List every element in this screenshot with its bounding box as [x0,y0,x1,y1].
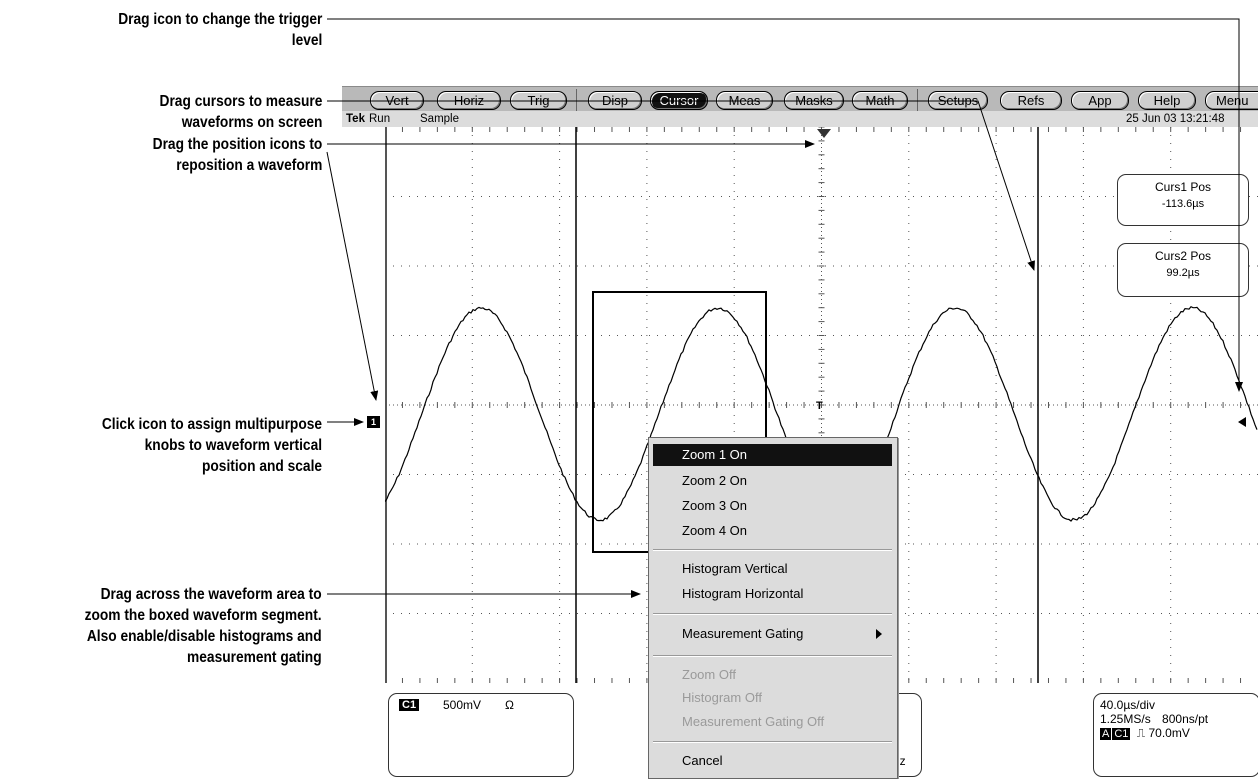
callout-zoom-area: Drag across the waveform area to zoom th… [85,584,322,668]
menu-item-measurement-gating-off: Measurement Gating Off [682,714,825,729]
menu-item-histogram-vertical[interactable]: Histogram Vertical [682,561,788,576]
acquisition-mode: Sample [420,113,459,125]
menu-item-zoom-off: Zoom Off [682,667,736,682]
callout-trigger-level: Drag icon to change the trigger level [118,9,322,51]
menu-item-cancel[interactable]: Cancel [682,753,723,768]
measurement-gating-label: Measurement Gating [682,626,804,641]
callout-text: Drag cursors to measure [159,93,322,110]
callout-text: Drag across the waveform area to [100,586,322,603]
position-icon-arrow-vertical [326,151,379,401]
callout-text: measurement gating [187,649,322,666]
callout-text: Click icon to assign multipurpose [101,416,322,433]
trigger-level-arrow [327,18,1243,392]
cursor2-value: 99.2µs [1166,267,1200,279]
date-time: 25 Jun 03 13:21:48 [1126,113,1225,125]
horizontal-scale: 40.0µs/div [1100,698,1155,712]
trigger-level-icon[interactable] [1238,417,1246,427]
menu-help-button[interactable]: Help [1138,91,1196,110]
menu-separator [653,613,892,615]
cursor2-readout[interactable]: Curs2 Pos 99.2µs [1117,243,1249,297]
acquisition-state: Run [369,113,391,125]
channel1-scale: 500mV [443,698,482,712]
channel1-coupling: Ω [505,698,514,712]
brand-label: Tek [346,113,365,125]
trigger-level-value: 70.0mV [1148,726,1190,740]
menu-separator [653,741,892,743]
callout-text: knobs to waveform vertical [144,437,322,454]
channel1-position-icon[interactable]: 1 [367,416,380,428]
partial-readout-text: lz [897,754,906,768]
cursor1-readout[interactable]: Curs1 Pos -113.6µs [1117,174,1249,226]
menu-item-measurement-gating[interactable]: Measurement Gating [653,623,892,645]
trigger-source-badge: C1 [1112,728,1131,740]
callout-text: zoom the boxed waveform segment. [84,607,322,624]
menu-refs-button[interactable]: Refs [1000,91,1062,110]
menu-item-histogram-off: Histogram Off [682,690,762,705]
menu-item-zoom2-on[interactable]: Zoom 2 On [682,473,748,488]
callout-text: reposition a waveform [175,157,322,174]
callout-text: waveforms on screen [181,114,322,131]
callout-assign-knobs: Click icon to assign multipurpose knobs … [102,414,322,477]
record-resolution: 800ns/pt [1162,712,1209,726]
trigger-a-badge: A [1100,728,1112,740]
callout-text: Drag the position icons to [152,136,322,153]
menu-separator [576,89,577,111]
callout-text: level [291,32,322,49]
waveform-context-menu: Zoom 1 On Zoom 2 On Zoom 3 On Zoom 4 On … [648,437,898,779]
menu-separator [653,549,892,551]
menu-separator [917,89,918,111]
menu-menu-button[interactable]: Menu [1205,91,1258,110]
sample-rate-row: 1.25MS/s 800ns/pt [1100,712,1208,726]
callout-text: Drag icon to change the trigger [117,11,322,28]
callout-text: position and scale [201,458,322,475]
menu-item-zoom4-on[interactable]: Zoom 4 On [682,523,748,538]
trigger-t-icon[interactable]: T [816,400,823,412]
sample-rate: 1.25MS/s [1100,712,1151,726]
callout-text: Also enable/disable histograms and [87,628,322,645]
channel1-badge: C1 [399,699,420,711]
callout-position-icons: Drag the position icons to reposition a … [152,134,322,176]
trigger-readout: A C1 ⎍ 70.0mV [1100,726,1190,741]
cursor1-value: -113.6µs [1161,198,1205,210]
callout-cursors: Drag cursors to measure waveforms on scr… [159,91,322,133]
trigger-slope-icon: ⎍ [1136,726,1146,740]
submenu-arrow-icon [876,629,882,639]
menu-item-histogram-horizontal[interactable]: Histogram Horizontal [682,586,804,601]
menu-item-zoom1-on[interactable]: Zoom 1 On [653,444,892,466]
status-bar: Tek Run Sample 25 Jun 03 13:21:48 [342,111,1258,127]
menu-app-button[interactable]: App [1071,91,1129,110]
menu-separator [653,655,892,657]
cursor2-label: Curs2 Pos [1154,249,1212,263]
trigger-position-icon[interactable] [817,129,831,138]
cursor1-label: Curs1 Pos [1154,180,1212,194]
menu-item-zoom3-on[interactable]: Zoom 3 On [682,498,748,513]
cursor-arrow [327,100,1035,271]
